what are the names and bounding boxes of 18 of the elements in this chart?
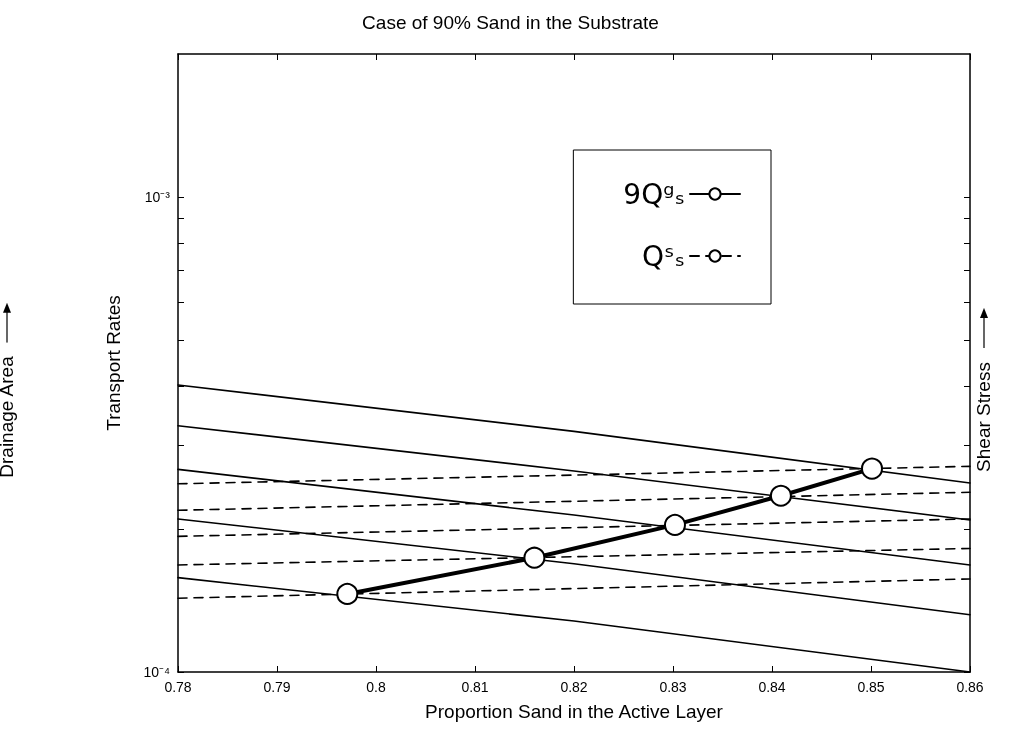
x-axis-title: Proportion Sand in the Active Layer	[425, 701, 724, 722]
x-tick-label: 0.78	[164, 679, 192, 695]
x-tick-label: 0.84	[758, 679, 786, 695]
text: Shear Stress	[973, 362, 995, 472]
x-tick-label: 0.79	[263, 679, 291, 695]
y-tick-label: 10⁻⁴	[143, 664, 170, 680]
legend-label: 9Qᵍₛ	[623, 177, 685, 211]
text: Drainage Area	[0, 356, 18, 478]
chart-title: Case of 90% Sand in the Substrate	[362, 12, 659, 33]
x-tick-label: 0.83	[659, 679, 687, 695]
y-axis-title: Transport Rates	[103, 295, 124, 431]
legend-label: Qˢₛ	[642, 239, 685, 273]
x-tick-label: 0.8	[366, 679, 386, 695]
y-tick-label: 10⁻³	[144, 188, 171, 205]
x-tick-label: 0.85	[857, 679, 885, 695]
x-tick-label: 0.81	[461, 679, 489, 695]
x-tick-label: 0.86	[956, 679, 984, 695]
x-tick-label: 0.82	[560, 679, 588, 695]
